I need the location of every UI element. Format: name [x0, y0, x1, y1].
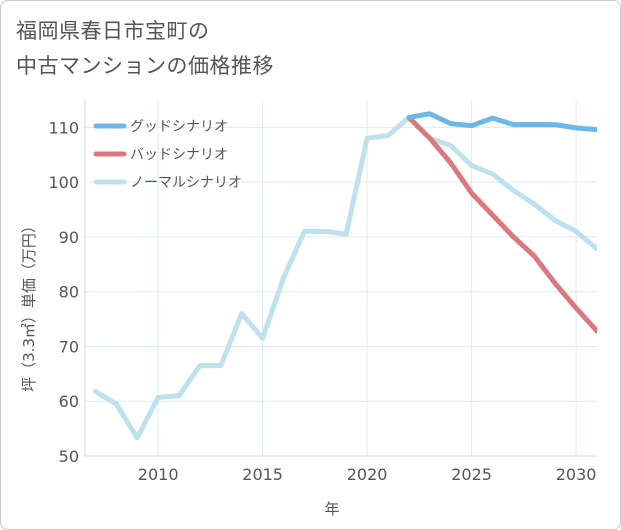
series-line-1 [406, 115, 597, 334]
x-tick-label: 2015 [242, 465, 283, 484]
y-tick-label: 70 [59, 337, 79, 356]
series-line-0 [406, 111, 597, 133]
series-line-2 [92, 115, 597, 441]
x-tick-label: 2010 [138, 465, 179, 484]
chart-title-line2: 中古マンションの価格推移 [16, 54, 274, 78]
y-axis-label: 坪（3.3㎡）単価（万円） [20, 218, 38, 392]
x-tick-labels: 2010 2015 2020 2025 2030 [138, 465, 597, 484]
y-tick-label: 50 [59, 447, 79, 466]
y-tick-label: 90 [59, 228, 79, 247]
x-tick-label: 2030 [556, 465, 597, 484]
x-axis-label: 年 [324, 500, 339, 518]
chart-title-line1: 福岡県春日市宝町の [16, 19, 210, 43]
series-lines [92, 111, 597, 441]
y-tick-label: 110 [48, 118, 79, 137]
y-tick-label: 60 [59, 392, 79, 411]
y-tick-label: 80 [59, 283, 79, 302]
grid-lines [84, 100, 597, 457]
x-tick-label: 2025 [451, 465, 492, 484]
y-tick-label: 100 [48, 173, 79, 192]
legend-label: ノーマルシナリオ [130, 175, 242, 191]
chart-title: 福岡県春日市宝町の 中古マンションの価格推移 [16, 14, 274, 84]
x-tick-label: 2020 [347, 465, 388, 484]
legend-label: バッドシナリオ [130, 147, 228, 163]
legend-label: グッドシナリオ [130, 119, 228, 135]
y-tick-labels: 50 60 70 80 90 100 110 [48, 118, 79, 466]
